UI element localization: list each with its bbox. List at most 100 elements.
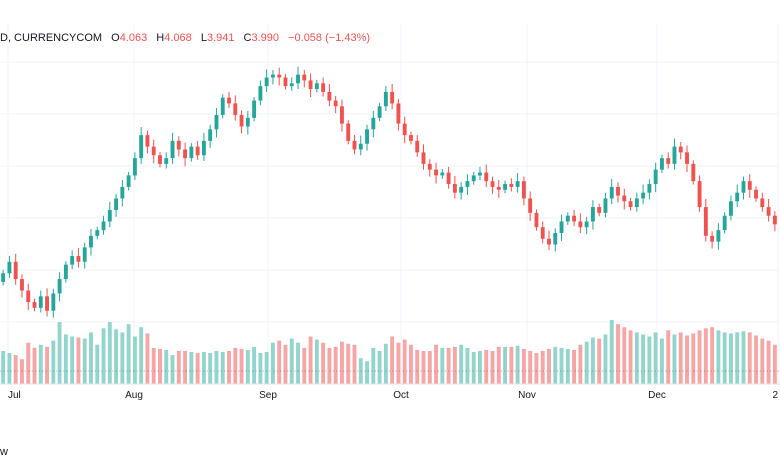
volume-bar [572,349,577,384]
volume-bar [616,324,620,384]
volume-bar [189,352,194,384]
volume-bar [666,330,671,384]
candle-up [164,158,169,164]
volume-bar [547,348,551,384]
volume-bar [641,334,646,384]
volume-bar [339,341,344,384]
candle-down [32,302,37,308]
volume-bar [503,346,508,384]
volume-bar [195,353,200,384]
candle-down [227,97,231,104]
candle-down [710,235,715,242]
volume-bar [63,334,68,384]
candle-up [471,175,476,182]
candle-up [735,192,740,202]
candle-down [628,201,633,208]
candle-down [427,163,432,170]
volume-bar [214,350,219,384]
candle-down [496,186,501,190]
candle-up [296,74,300,84]
candle-down [20,279,24,291]
volume-bar [7,353,12,384]
candle-down [183,149,188,159]
volume-bar [521,348,526,384]
x-tick-label: Jul [8,390,21,401]
candle-up [120,186,125,199]
candle-up [459,186,464,193]
candle-down [390,91,395,104]
volume-bar [314,339,319,384]
volume-bar [164,349,169,384]
candle-down [521,181,526,199]
volume-bar [710,327,715,384]
volume-bar [139,327,144,384]
volume-bar [26,342,31,384]
candle-up [716,230,721,242]
volume-bar [409,344,413,384]
volume-bar [584,341,589,384]
x-tick-label: Dec [648,390,666,401]
volume-bar [559,347,564,384]
volume-bar [32,347,37,384]
candle-up [252,100,257,118]
candle-up [289,83,294,87]
x-tick-label: Aug [125,390,143,401]
candle-down [766,207,771,216]
volume-bar [70,336,75,384]
candle-up [515,181,520,187]
open-label: O [111,32,120,44]
x-tick-label: 2 [772,390,778,401]
candle-up [132,158,137,176]
volume-bar [728,333,733,384]
candle-up [63,264,68,280]
volume-bar [735,332,740,384]
candle-down [534,212,539,228]
candle-up [107,209,112,222]
volume-bar [484,349,489,384]
candle-up [722,215,727,231]
candle-down [26,290,31,303]
candle-up [89,235,93,248]
candle-up [559,221,564,233]
candle-down [578,221,583,228]
volume-bar [296,342,300,384]
candle-down [666,158,671,164]
volume-bars [1,320,777,384]
volume-bar [659,338,664,384]
volume-bar [703,328,708,384]
candle-down [747,181,752,190]
footer-watermark-text: w [0,446,8,458]
candle-down [678,146,683,153]
volume-bar [132,336,137,384]
volume-bar [45,346,50,384]
volume-bar [540,350,545,384]
x-tick-label: Nov [518,390,536,401]
volume-bar [151,347,156,384]
volume-bar [20,359,24,384]
candle-down [685,152,689,164]
candle-down [195,146,200,156]
volume-bar [509,346,514,384]
volume-bar [722,332,727,384]
candle-down [490,181,495,187]
volume-bar [252,346,257,384]
candle-up [170,140,175,159]
volume-bar [321,342,326,384]
volume-bar [176,350,181,384]
volume-bar [434,344,439,384]
candle-down [13,261,18,280]
candle-up [139,135,144,159]
volume-bar [528,350,533,384]
chart-grid [0,24,780,384]
volume-bar [201,352,206,384]
volume-bar [145,333,150,384]
volume-bar [597,338,602,384]
candle-down [540,227,545,239]
volume-bar [258,353,263,384]
volume-bar [82,338,87,384]
volume-bar [603,334,608,384]
candle-up [672,146,677,164]
volume-bar [1,350,6,384]
candle-up [553,232,558,245]
